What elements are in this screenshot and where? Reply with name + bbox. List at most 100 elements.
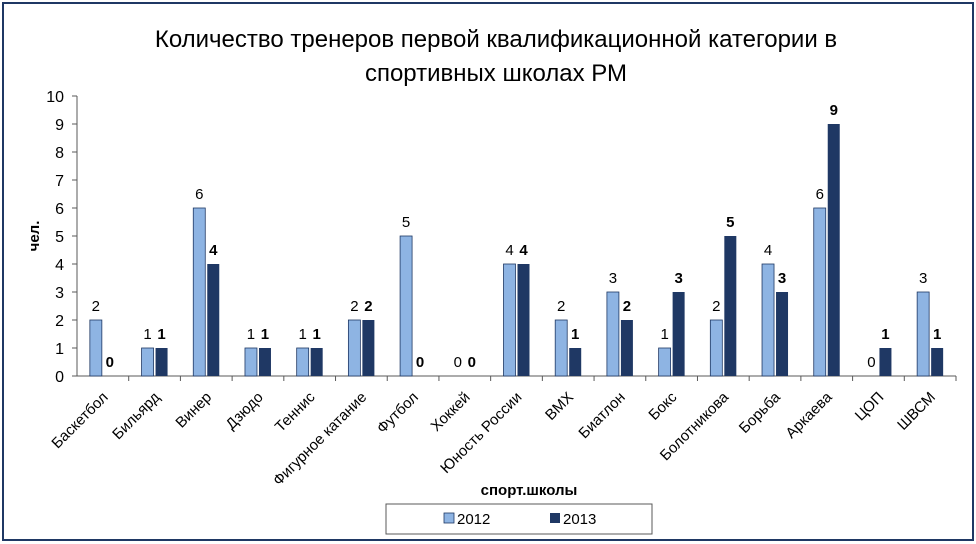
category-label: Борьба bbox=[736, 388, 785, 437]
category-label: BMX bbox=[542, 389, 577, 424]
bar-2012 bbox=[244, 347, 258, 377]
bar-2013 bbox=[879, 348, 892, 376]
data-label-2012: 2 bbox=[92, 298, 100, 315]
data-label-2013: 9 bbox=[830, 102, 838, 119]
bar-2013 bbox=[207, 264, 220, 376]
data-label-2013: 1 bbox=[313, 326, 321, 343]
bar-2013 bbox=[362, 320, 375, 376]
bar-2013 bbox=[827, 124, 840, 376]
category-label: Хоккей bbox=[428, 389, 474, 435]
data-label-2012: 1 bbox=[660, 326, 668, 343]
y-tick-label: 0 bbox=[55, 369, 64, 386]
data-label-2012: 0 bbox=[867, 354, 875, 371]
data-label-2012: 6 bbox=[195, 186, 203, 203]
y-tick-label: 2 bbox=[55, 313, 64, 330]
data-label-2013: 0 bbox=[468, 354, 476, 371]
y-tick-label: 10 bbox=[46, 89, 64, 106]
data-label-2012: 4 bbox=[505, 242, 513, 259]
data-label-2013: 3 bbox=[778, 270, 786, 287]
data-label-2013: 5 bbox=[726, 214, 734, 231]
bar-2013 bbox=[776, 292, 789, 376]
bar-2012 bbox=[141, 347, 154, 377]
category-label: ЦОП bbox=[852, 389, 888, 425]
legend-swatch-2012 bbox=[443, 512, 455, 524]
bar-2012 bbox=[347, 319, 361, 377]
y-tick-label: 6 bbox=[55, 201, 64, 218]
bar-2013 bbox=[155, 348, 168, 376]
category-label: Баскетбол bbox=[48, 389, 111, 452]
bar-2012 bbox=[554, 319, 568, 377]
legend-label-2012: 2012 bbox=[457, 511, 490, 528]
data-label-2013: 0 bbox=[416, 354, 424, 371]
bar-2013 bbox=[724, 236, 737, 376]
data-label-2012: 0 bbox=[454, 354, 462, 371]
category-label: Дзюдо bbox=[223, 389, 267, 433]
bar-2013 bbox=[310, 348, 323, 376]
data-label-2013: 0 bbox=[106, 354, 114, 371]
bar-2012 bbox=[813, 207, 827, 377]
data-label-2012: 1 bbox=[143, 326, 151, 343]
category-label: Аркаева bbox=[782, 388, 836, 442]
bar-2012 bbox=[399, 235, 413, 377]
y-tick-label: 3 bbox=[55, 285, 64, 302]
data-label-2013: 2 bbox=[623, 298, 631, 315]
category-label: Бокс bbox=[645, 388, 680, 423]
data-label-2013: 1 bbox=[261, 326, 269, 343]
category-label: Теннис bbox=[272, 388, 319, 435]
y-tick-label: 7 bbox=[55, 173, 64, 190]
y-tick-label: 5 bbox=[55, 229, 64, 246]
bar-2012 bbox=[296, 347, 310, 377]
data-label-2013: 4 bbox=[209, 242, 218, 259]
data-label-2013: 1 bbox=[933, 326, 941, 343]
data-label-2013: 4 bbox=[519, 242, 528, 259]
category-label: Бильярд bbox=[109, 389, 163, 443]
legend-swatch-2013 bbox=[550, 513, 560, 523]
data-label-2012: 2 bbox=[350, 298, 358, 315]
bars-group bbox=[89, 124, 944, 377]
data-label-2012: 2 bbox=[712, 298, 720, 315]
bar-2012 bbox=[761, 263, 775, 377]
data-label-2013: 1 bbox=[157, 326, 165, 343]
bar-2013 bbox=[672, 292, 685, 376]
data-label-2013: 2 bbox=[364, 298, 372, 315]
category-label: Футбол bbox=[374, 389, 422, 437]
data-label-2012: 5 bbox=[402, 214, 410, 231]
y-axis-ticks: 0 1 2 3 4 5 6 7 8 9 10 bbox=[46, 89, 77, 386]
bar-2012 bbox=[606, 291, 620, 377]
y-tick-label: 9 bbox=[55, 117, 64, 134]
data-label-2012: 2 bbox=[557, 298, 565, 315]
bar-2012 bbox=[709, 319, 723, 377]
category-label: Винер bbox=[172, 389, 215, 432]
data-label-2013: 3 bbox=[674, 270, 682, 287]
bar-2013 bbox=[258, 348, 271, 376]
data-label-2013: 1 bbox=[881, 326, 889, 343]
bar-2013 bbox=[569, 348, 582, 376]
data-label-2012: 1 bbox=[299, 326, 307, 343]
y-tick-label: 4 bbox=[55, 257, 64, 274]
bar-2012 bbox=[89, 319, 103, 377]
data-label-2013: 1 bbox=[571, 326, 579, 343]
bar-2013 bbox=[931, 348, 944, 376]
legend: 2012 2013 bbox=[385, 503, 653, 535]
category-label: Биатлон bbox=[575, 389, 628, 442]
category-label: Фигурное катание bbox=[270, 389, 370, 489]
legend-box bbox=[385, 503, 653, 535]
chart-title-line1: Количество тренеров первой квалификацион… bbox=[155, 26, 837, 53]
bar-2012 bbox=[192, 207, 206, 377]
y-axis-title: чел. bbox=[26, 221, 43, 252]
data-label-2012: 3 bbox=[609, 270, 617, 287]
bar-2013 bbox=[517, 264, 530, 376]
chart-title-line2: спортивных школах РМ bbox=[365, 60, 627, 87]
y-tick-label: 1 bbox=[55, 341, 64, 358]
data-label-2012: 4 bbox=[764, 242, 772, 259]
bar-2012 bbox=[658, 347, 672, 377]
bar-2012 bbox=[503, 263, 516, 377]
data-label-2012: 1 bbox=[247, 326, 255, 343]
data-label-2012: 6 bbox=[816, 186, 824, 203]
category-label: ШВСМ bbox=[894, 389, 939, 434]
bar-chart: Количество тренеров первой квалификацион… bbox=[26, 26, 957, 535]
y-tick-label: 8 bbox=[55, 145, 64, 162]
